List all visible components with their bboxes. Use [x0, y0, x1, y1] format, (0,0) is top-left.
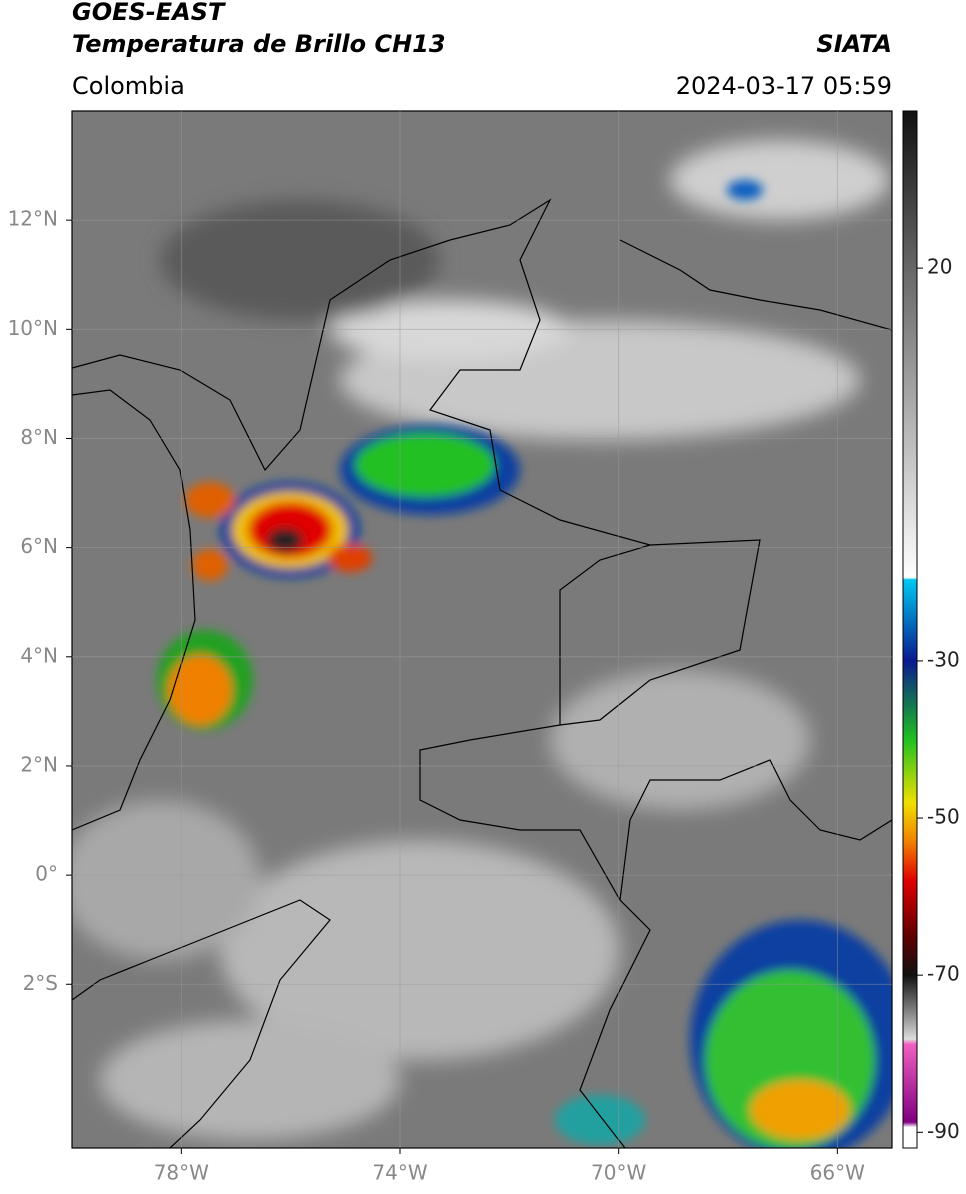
region: Colombia [72, 72, 185, 100]
product: Temperatura de Brillo CH13 [72, 30, 446, 58]
satellite: GOES-EAST [72, 0, 226, 26]
lat-tick-label: 2°S [23, 971, 58, 995]
lon-tick-label: 70°W [591, 1161, 646, 1185]
lat-tick-label: 6°N [20, 534, 58, 558]
colorbar-tick-label: -70 [927, 962, 960, 986]
colorbar-tick-label: -50 [927, 805, 960, 829]
borders [72, 198, 892, 1148]
lon-tick-label: 74°W [372, 1161, 427, 1185]
colorbar-tick-label: 20 [927, 255, 952, 279]
lat-tick-label: 0° [35, 862, 58, 886]
lat-tick-label: 2°N [20, 752, 58, 776]
map-frame [71, 110, 893, 1149]
clouds [72, 140, 890, 1140]
lat-tick-label: 12°N [8, 207, 58, 231]
lat-tick-label: 4°N [20, 643, 58, 667]
imagery [72, 111, 892, 1148]
lat-tick-label: 10°N [8, 316, 58, 340]
datetime: 2024-03-17 05:59 [676, 72, 892, 100]
colorbar-tick-label: -30 [927, 647, 960, 671]
colorbar [902, 110, 918, 1149]
lon-tick-label: 66°W [810, 1161, 865, 1185]
storms [157, 180, 892, 1148]
lon-tick-label: 78°W [154, 1161, 209, 1185]
source: SIATA [816, 30, 892, 58]
lat-tick-label: 8°N [20, 425, 58, 449]
colorbar-tick-label: -90 [927, 1119, 960, 1143]
